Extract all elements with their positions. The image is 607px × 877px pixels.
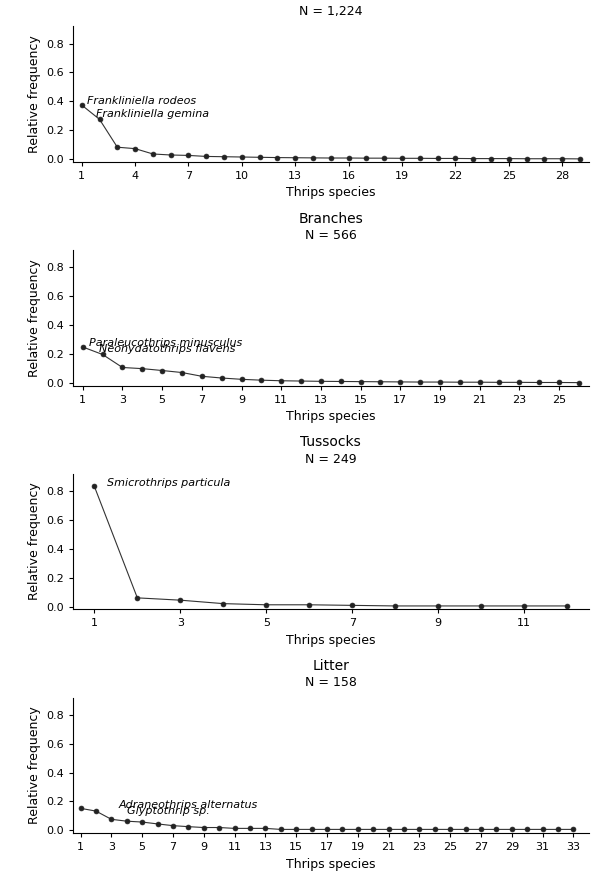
Text: Neohydatothrips flavens: Neohydatothrips flavens [99, 345, 235, 354]
X-axis label: Thrips species: Thrips species [286, 187, 376, 199]
Text: N = 158: N = 158 [305, 676, 357, 689]
Y-axis label: Relative frequency: Relative frequency [27, 259, 41, 377]
X-axis label: Thrips species: Thrips species [286, 858, 376, 871]
Text: Flowers: Flowers [304, 0, 358, 2]
X-axis label: Thrips species: Thrips species [286, 634, 376, 647]
Text: N = 249: N = 249 [305, 453, 357, 466]
Text: Smicrothrips particula: Smicrothrips particula [107, 478, 231, 488]
Text: N = 1,224: N = 1,224 [299, 5, 362, 18]
X-axis label: Thrips species: Thrips species [286, 410, 376, 424]
Text: Tussocks: Tussocks [300, 435, 361, 449]
Text: Branches: Branches [299, 211, 363, 225]
Text: Frankliniella rodeos: Frankliniella rodeos [87, 96, 196, 106]
Text: Frankliniella gemina: Frankliniella gemina [96, 109, 209, 118]
Text: N = 566: N = 566 [305, 229, 357, 242]
Y-axis label: Relative frequency: Relative frequency [27, 482, 41, 601]
Text: Adraneothrips alternatus: Adraneothrips alternatus [119, 800, 259, 810]
Y-axis label: Relative frequency: Relative frequency [27, 35, 41, 153]
Text: Litter: Litter [313, 660, 349, 674]
Text: Glyptothrip sp.: Glyptothrip sp. [127, 806, 209, 816]
Y-axis label: Relative frequency: Relative frequency [27, 707, 41, 824]
Text: Paraleucothrips minusculus: Paraleucothrips minusculus [89, 338, 242, 347]
